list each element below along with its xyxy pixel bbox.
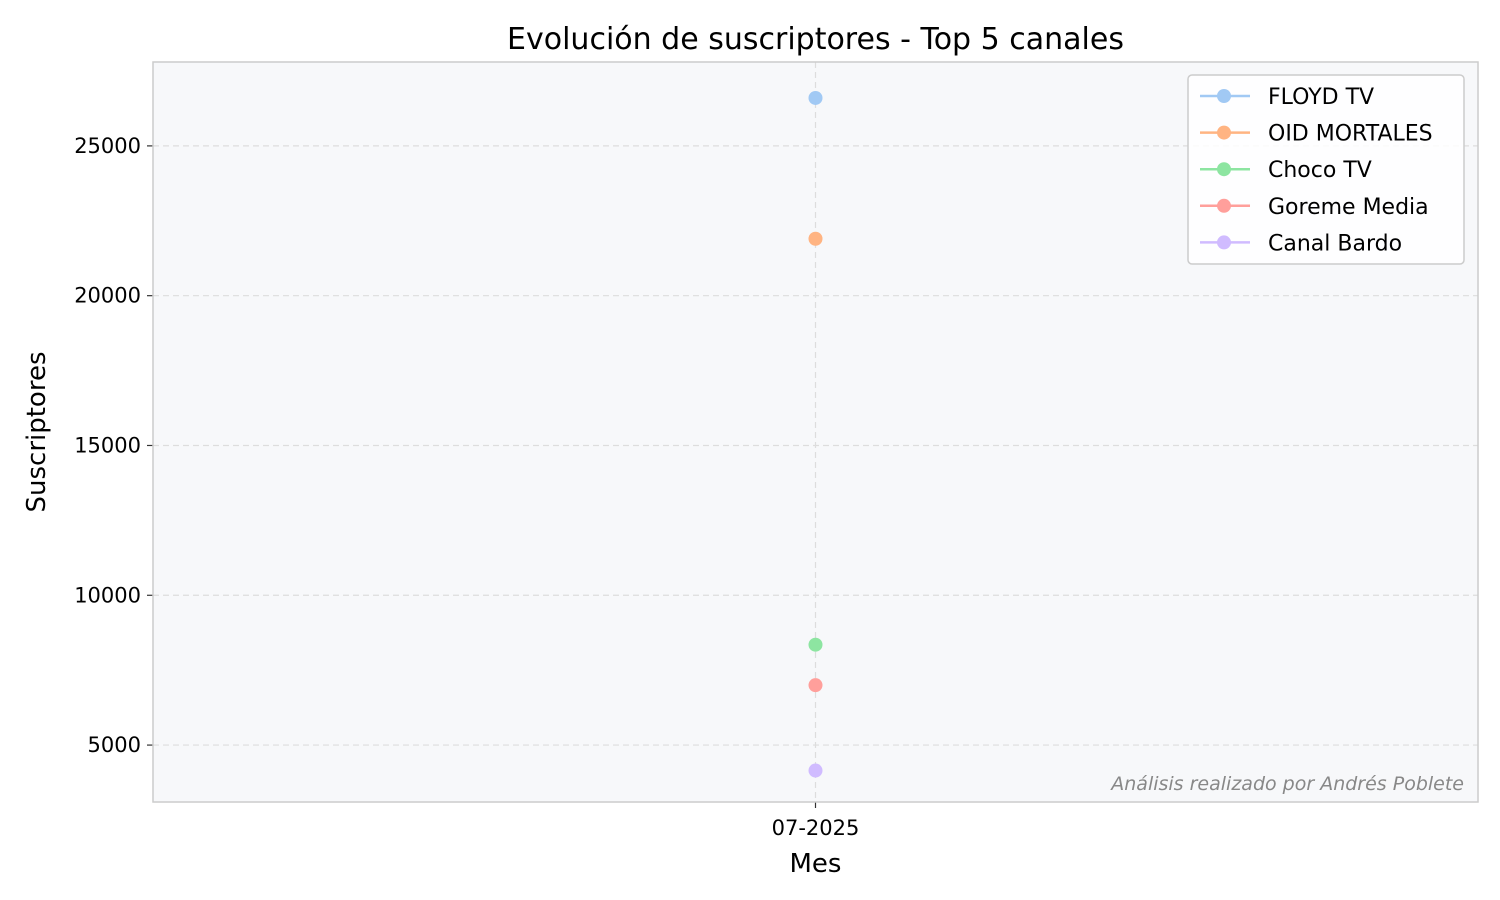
y-axis-title: Suscriptores [22, 351, 52, 512]
legend-label: FLOYD TV [1268, 85, 1374, 110]
legend-label: OID MORTALES [1268, 122, 1433, 147]
y-tick-label: 20000 [74, 284, 141, 308]
x-tick-label: 07-2025 [772, 816, 860, 840]
legend: FLOYD TV OID MORTALES Choco TV Goreme Media… [1187, 74, 1465, 265]
legend-marker [1217, 162, 1231, 177]
legend-box [1187, 74, 1465, 265]
x-axis-title: Mes [790, 849, 842, 879]
legend-label: Goreme Media [1268, 195, 1429, 220]
axis-ticks: 5000 10000 15000 20000 25000 07-2025 [74, 134, 859, 840]
data-point [808, 678, 823, 693]
chart-title: Evolución de suscriptores - Top 5 canale… [507, 22, 1124, 57]
legend-marker [1217, 235, 1231, 250]
author-annotation: Análisis realizado por Andrés Poblete [1109, 773, 1464, 795]
data-point [808, 231, 823, 246]
data-point [808, 90, 823, 105]
data-point [808, 637, 823, 652]
legend-label: Choco TV [1268, 158, 1372, 183]
y-tick-label: 25000 [74, 134, 141, 158]
grid [153, 62, 1478, 802]
y-tick-label: 10000 [74, 583, 141, 607]
legend-marker [1217, 125, 1231, 140]
y-tick-label: 15000 [74, 433, 141, 457]
legend-label: Canal Bardo [1268, 231, 1402, 256]
series-layer [808, 90, 823, 778]
plot-frame [152, 61, 1479, 803]
data-point [808, 763, 823, 778]
legend-marker [1217, 198, 1231, 213]
y-tick-label: 5000 [88, 733, 141, 757]
legend-marker [1217, 89, 1231, 103]
